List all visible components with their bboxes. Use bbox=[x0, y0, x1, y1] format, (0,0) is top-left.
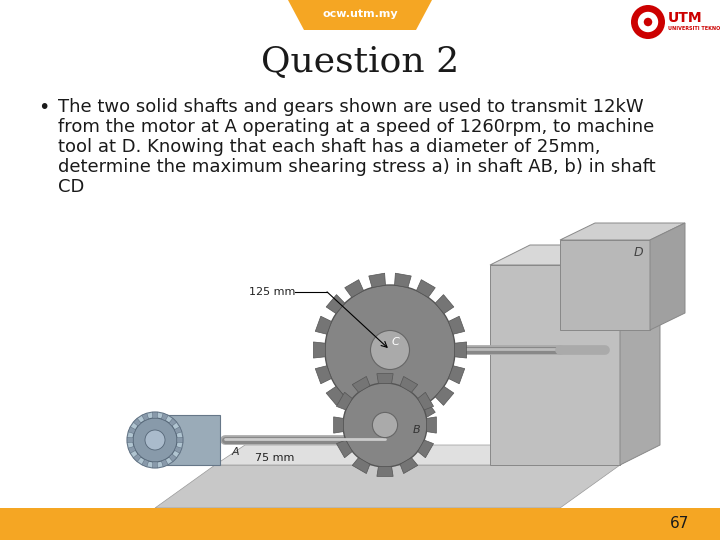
Polygon shape bbox=[161, 460, 168, 467]
Text: tool at D. Knowing that each shaft has a diameter of 25mm,: tool at D. Knowing that each shaft has a… bbox=[58, 138, 600, 156]
Polygon shape bbox=[128, 447, 135, 453]
Text: ocw.utm.my: ocw.utm.my bbox=[322, 9, 398, 19]
Polygon shape bbox=[369, 273, 385, 287]
Polygon shape bbox=[490, 245, 660, 265]
Polygon shape bbox=[174, 447, 181, 453]
Polygon shape bbox=[377, 467, 393, 476]
Polygon shape bbox=[400, 457, 418, 474]
Polygon shape bbox=[336, 440, 352, 458]
Polygon shape bbox=[177, 437, 183, 443]
Text: A: A bbox=[231, 447, 239, 457]
Circle shape bbox=[133, 418, 177, 462]
Circle shape bbox=[372, 413, 397, 437]
Text: UNIVERSITI TEKNOLOGI MALAYSIA: UNIVERSITI TEKNOLOGI MALAYSIA bbox=[668, 25, 720, 30]
Polygon shape bbox=[490, 265, 620, 465]
Polygon shape bbox=[620, 245, 660, 465]
Bar bbox=[0, 508, 720, 540]
Polygon shape bbox=[142, 460, 148, 467]
Polygon shape bbox=[418, 440, 433, 458]
Text: determine the maximum shearing stress a) in shaft AB, b) in shaft: determine the maximum shearing stress a)… bbox=[58, 158, 656, 176]
Polygon shape bbox=[152, 462, 158, 468]
Polygon shape bbox=[326, 386, 345, 406]
Polygon shape bbox=[369, 413, 385, 427]
Polygon shape bbox=[395, 413, 411, 427]
Circle shape bbox=[638, 12, 658, 32]
Polygon shape bbox=[133, 418, 141, 426]
Text: from the motor at A operating at a speed of 1260rpm, to machine: from the motor at A operating at a speed… bbox=[58, 118, 654, 136]
Polygon shape bbox=[416, 280, 436, 298]
Text: 75 mm: 75 mm bbox=[255, 453, 294, 463]
Text: C: C bbox=[391, 337, 399, 347]
Polygon shape bbox=[174, 427, 181, 434]
Polygon shape bbox=[336, 392, 352, 410]
Polygon shape bbox=[315, 316, 332, 334]
Polygon shape bbox=[400, 376, 418, 393]
Text: D: D bbox=[633, 246, 643, 259]
Polygon shape bbox=[333, 417, 343, 433]
Polygon shape bbox=[416, 403, 436, 420]
Polygon shape bbox=[215, 445, 650, 465]
Polygon shape bbox=[435, 295, 454, 314]
Text: B: B bbox=[413, 425, 420, 435]
Text: CD: CD bbox=[58, 178, 84, 196]
Circle shape bbox=[371, 330, 410, 369]
Polygon shape bbox=[449, 316, 464, 334]
Polygon shape bbox=[352, 457, 370, 474]
Polygon shape bbox=[315, 366, 332, 384]
Text: 67: 67 bbox=[670, 516, 690, 531]
Polygon shape bbox=[449, 366, 464, 384]
Text: 125 mm: 125 mm bbox=[248, 287, 295, 297]
Text: •: • bbox=[38, 98, 50, 117]
Polygon shape bbox=[435, 386, 454, 406]
Polygon shape bbox=[345, 280, 364, 298]
Polygon shape bbox=[377, 374, 393, 383]
Polygon shape bbox=[650, 223, 685, 330]
Polygon shape bbox=[560, 223, 685, 240]
Circle shape bbox=[325, 285, 455, 415]
Polygon shape bbox=[155, 415, 220, 465]
Polygon shape bbox=[169, 418, 176, 426]
Text: Question 2: Question 2 bbox=[261, 45, 459, 79]
Polygon shape bbox=[152, 412, 158, 418]
Polygon shape bbox=[142, 413, 148, 421]
Polygon shape bbox=[352, 376, 370, 393]
Polygon shape bbox=[426, 417, 436, 433]
Polygon shape bbox=[133, 454, 141, 462]
Polygon shape bbox=[345, 403, 364, 420]
Circle shape bbox=[644, 18, 652, 26]
Polygon shape bbox=[560, 240, 650, 330]
Polygon shape bbox=[418, 392, 433, 410]
Polygon shape bbox=[326, 295, 345, 314]
Circle shape bbox=[631, 5, 665, 39]
Polygon shape bbox=[395, 273, 411, 287]
Polygon shape bbox=[127, 437, 133, 443]
Polygon shape bbox=[313, 342, 325, 358]
Circle shape bbox=[343, 383, 427, 467]
Circle shape bbox=[127, 412, 183, 468]
Text: UTM: UTM bbox=[668, 11, 703, 25]
Polygon shape bbox=[169, 454, 176, 462]
Text: The two solid shafts and gears shown are used to transmit 12kW: The two solid shafts and gears shown are… bbox=[58, 98, 644, 116]
Polygon shape bbox=[161, 413, 168, 421]
Polygon shape bbox=[288, 0, 432, 30]
Polygon shape bbox=[128, 427, 135, 434]
Polygon shape bbox=[454, 342, 467, 358]
Circle shape bbox=[145, 430, 165, 450]
Polygon shape bbox=[155, 465, 620, 508]
